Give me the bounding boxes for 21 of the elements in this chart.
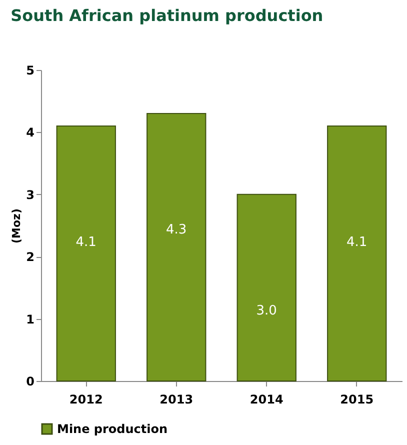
y-tick-label: 5 (26, 64, 34, 78)
bar (327, 125, 387, 382)
data-label: 4.1 (76, 234, 96, 250)
x-tick-label: 2012 (69, 392, 103, 406)
bar (146, 113, 206, 382)
data-label: 3.0 (256, 303, 277, 318)
chart-title: South African platinum production (10, 6, 324, 25)
x-tick-label: 2014 (250, 392, 284, 406)
bar (236, 194, 296, 382)
legend-label: Mine production (57, 422, 168, 436)
x-tick-label: 2013 (160, 392, 194, 406)
y-tick-label: 1 (26, 312, 34, 326)
y-tick-label: 0 (26, 374, 34, 388)
x-tick-label: 2015 (340, 392, 374, 406)
y-tick-label: 4 (26, 126, 34, 140)
data-label: 4.3 (166, 222, 187, 238)
y-tick-label: 2 (26, 250, 34, 264)
y-tick-label: 3 (26, 188, 34, 202)
bar (56, 125, 116, 382)
y-axis-title: (Moz) (10, 208, 24, 244)
data-label: 4.1 (346, 234, 368, 250)
